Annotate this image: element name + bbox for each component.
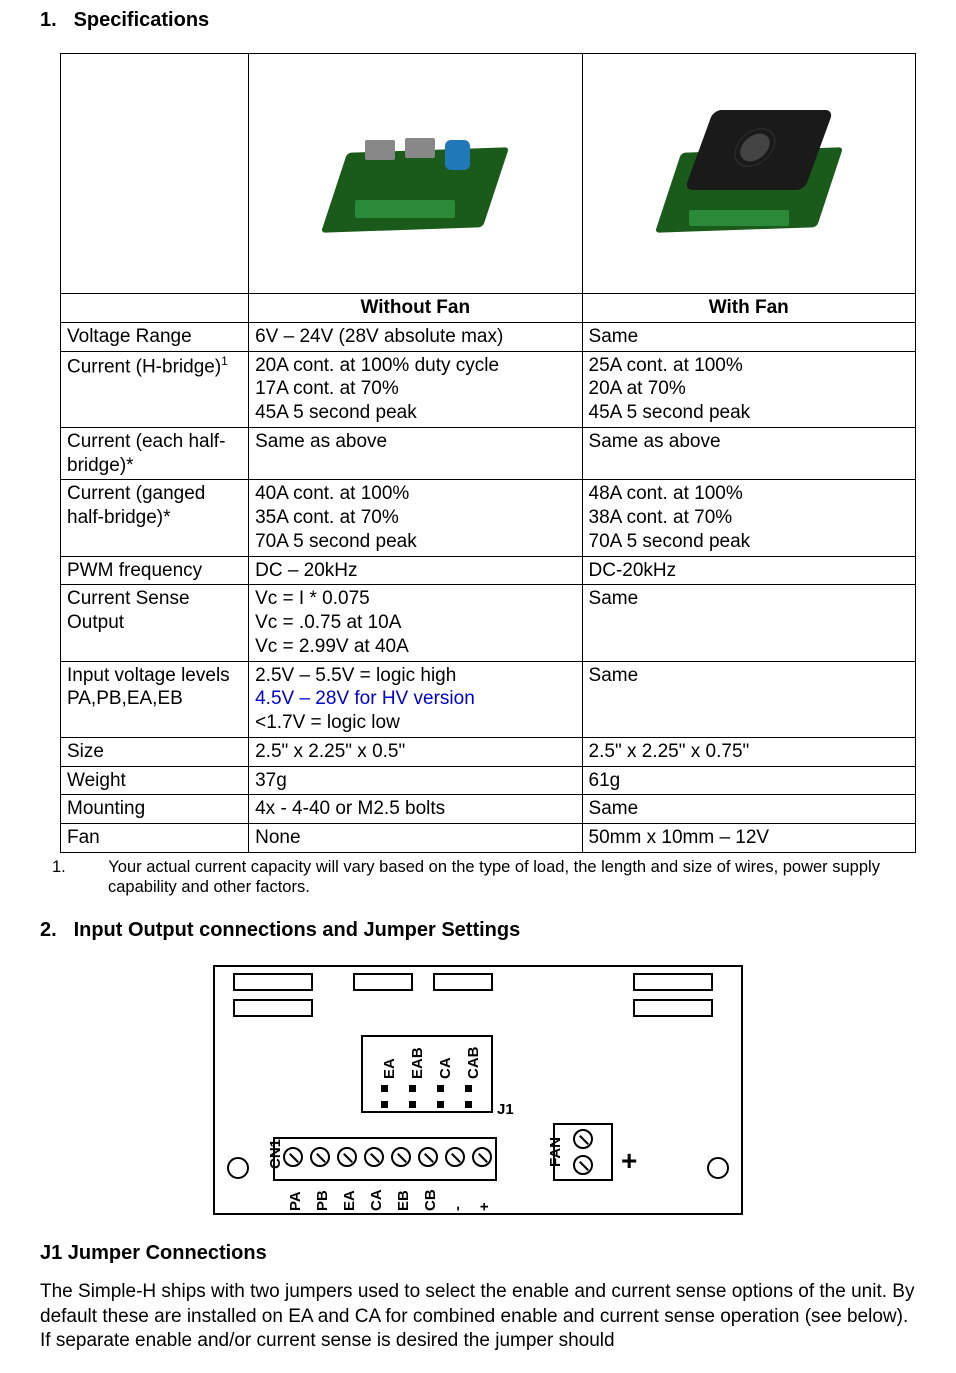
spec-header-blank (61, 294, 249, 323)
spec-without: 20A cont. at 100% duty cycle 17A cont. a… (249, 351, 582, 427)
table-row: Voltage Range6V – 24V (28V absolute max)… (61, 322, 916, 351)
terminal-screw (418, 1147, 438, 1167)
table-row: Current Sense OutputVc = I * 0.075 Vc = … (61, 585, 916, 661)
spec-header-without: Without Fan (249, 294, 582, 323)
terminal-screw (445, 1147, 465, 1167)
spec-table: Without Fan With Fan Voltage Range6V – 2… (60, 53, 916, 853)
terminal-screw (364, 1147, 384, 1167)
section-2-num: 2. (40, 918, 68, 943)
table-row: Mounting4x - 4-40 or M2.5 boltsSame (61, 795, 916, 824)
table-row: Input voltage levels PA,PB,EA,EB2.5V – 5… (61, 661, 916, 737)
spec-label: Size (61, 737, 249, 766)
spec-header-with: With Fan (582, 294, 915, 323)
spec-label: Input voltage levels PA,PB,EA,EB (61, 661, 249, 737)
footnote-1: 1. Your actual current capacity will var… (80, 857, 916, 898)
table-row: Current (each half-bridge)*Same as above… (61, 427, 916, 480)
spec-label: Mounting (61, 795, 249, 824)
product-image-no-fan (315, 90, 515, 250)
table-row: Current (ganged half-bridge)*40A cont. a… (61, 480, 916, 556)
spec-with: 50mm x 10mm – 12V (582, 824, 915, 853)
spec-without: 4x - 4-40 or M2.5 bolts (249, 795, 582, 824)
terminal-label: CB (422, 1189, 441, 1211)
table-row: Size2.5" x 2.25" x 0.5"2.5" x 2.25" x 0.… (61, 737, 916, 766)
spec-with: Same (582, 322, 915, 351)
spec-label: Current Sense Output (61, 585, 249, 661)
terminal-label: EA (341, 1190, 360, 1211)
spec-without: 37g (249, 766, 582, 795)
terminal-label: CA (368, 1189, 387, 1211)
j1-eab: EAB (409, 1047, 428, 1079)
spec-with: 25A cont. at 100% 20A at 70% 45A 5 secon… (582, 351, 915, 427)
terminal-label: PB (314, 1190, 333, 1211)
terminal-screw (310, 1147, 330, 1167)
spec-label: Current (H-bridge)1 (61, 351, 249, 427)
j1-label: J1 (497, 1101, 514, 1120)
spec-without: 2.5" x 2.25" x 0.5" (249, 737, 582, 766)
terminal-screw (337, 1147, 357, 1167)
spec-without: 6V – 24V (28V absolute max) (249, 322, 582, 351)
terminal-label: - (449, 1206, 468, 1211)
section-2-heading: 2. Input Output connections and Jumper S… (40, 918, 916, 943)
connection-diagram: J1 EA EAB CA CAB CN1 PAPBEACAEBCB-+ FAN … (213, 965, 743, 1215)
terminal-screw (391, 1147, 411, 1167)
fan-label: FAN (547, 1137, 566, 1167)
j1-paragraph: The Simple-H ships with two jumpers used… (40, 1280, 916, 1354)
spec-with: Same (582, 661, 915, 737)
spec-header-row: Without Fan With Fan (61, 294, 916, 323)
spec-label: Current (each half-bridge)* (61, 427, 249, 480)
spec-without: Vc = I * 0.075 Vc = .0.75 at 10A Vc = 2.… (249, 585, 582, 661)
spec-without: DC – 20kHz (249, 556, 582, 585)
spec-without: 40A cont. at 100% 35A cont. at 70% 70A 5… (249, 480, 582, 556)
terminal-screw (283, 1147, 303, 1167)
product-image-with-fan (649, 90, 849, 250)
spec-label: Weight (61, 766, 249, 795)
spec-with: 48A cont. at 100% 38A cont. at 70% 70A 5… (582, 480, 915, 556)
spec-with: Same (582, 585, 915, 661)
j1-cab: CAB (465, 1047, 484, 1080)
table-row: Weight37g61g (61, 766, 916, 795)
terminal-label: PA (287, 1191, 306, 1211)
section-1-heading: 1. Specifications (40, 8, 916, 33)
fan-plus: + (621, 1143, 637, 1178)
terminal-label: + (476, 1202, 495, 1211)
j1-ca: CA (437, 1057, 456, 1079)
spec-with: DC-20kHz (582, 556, 915, 585)
footnote-text: Your actual current capacity will vary b… (108, 858, 880, 897)
section-2-title: Input Output connections and Jumper Sett… (74, 919, 521, 941)
terminal-label: EB (395, 1190, 414, 1211)
section-1-num: 1. (40, 8, 68, 33)
spec-with: 2.5" x 2.25" x 0.75" (582, 737, 915, 766)
table-row: FanNone50mm x 10mm – 12V (61, 824, 916, 853)
spec-label: Fan (61, 824, 249, 853)
spec-label: Current (ganged half-bridge)* (61, 480, 249, 556)
spec-without: Same as above (249, 427, 582, 480)
spec-without: 2.5V – 5.5V = logic high4.5V – 28V for H… (249, 661, 582, 737)
footnote-num: 1. (80, 857, 104, 878)
j1-ea: EA (381, 1058, 400, 1079)
j1-heading: J1 Jumper Connections (40, 1241, 916, 1266)
spec-without: None (249, 824, 582, 853)
spec-label: Voltage Range (61, 322, 249, 351)
terminal-screw (472, 1147, 492, 1167)
table-row: PWM frequencyDC – 20kHzDC-20kHz (61, 556, 916, 585)
table-row: Current (H-bridge)120A cont. at 100% dut… (61, 351, 916, 427)
spec-with: 61g (582, 766, 915, 795)
section-1-title: Specifications (74, 9, 210, 31)
spec-label: PWM frequency (61, 556, 249, 585)
spec-with: Same as above (582, 427, 915, 480)
spec-with: Same (582, 795, 915, 824)
